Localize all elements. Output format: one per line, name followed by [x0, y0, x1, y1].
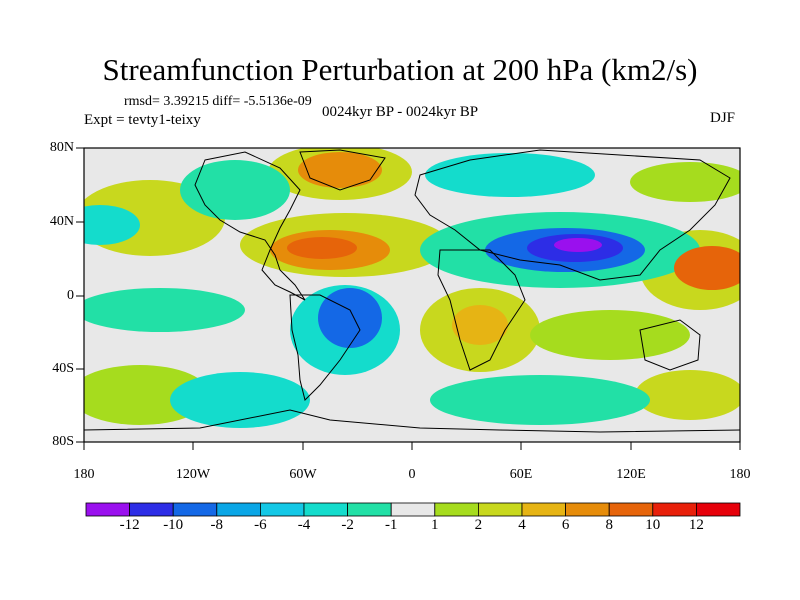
period-label: 0024kyr BP - 0024kyr BP — [322, 104, 479, 120]
colorbar-tick-label: -8 — [210, 517, 224, 533]
negative-core-south-atlantic — [318, 288, 382, 348]
colorbar-tick-label: 4 — [518, 517, 526, 533]
lon-label-180w: 180 — [73, 467, 95, 482]
positive-core-africa — [452, 305, 508, 345]
coastline-greenland — [299, 149, 386, 191]
negative-region-southern-ocean — [430, 375, 650, 425]
coastline-north-america — [194, 151, 306, 301]
colorbar-swatch — [521, 502, 566, 517]
colorbar-tick-label: 2 — [474, 517, 483, 533]
positive-region-south-indian — [530, 310, 690, 360]
positive-core-west-pacific — [674, 246, 740, 290]
lon-label-60e: 60E — [509, 467, 533, 482]
colorbar-tick-label: -10 — [163, 517, 184, 533]
positive-core-atlantic-inner — [287, 237, 357, 259]
colorbar-swatch — [696, 502, 741, 517]
colorbar-tick-label: 10 — [645, 517, 661, 533]
lat-label-80n: 80N — [49, 140, 74, 155]
negative-region-north-america — [180, 160, 290, 220]
negative-core-eurasia-peak — [554, 238, 602, 252]
lon-label-120w: 120W — [175, 467, 211, 482]
colorbar-swatch — [129, 502, 174, 517]
colorbar-tick-label: 8 — [605, 517, 613, 533]
lat-label-0: 0 — [67, 288, 74, 303]
colorbar-swatch — [565, 502, 610, 517]
lon-label-60w: 60W — [289, 467, 317, 482]
negative-region-north-pacific-west — [84, 205, 140, 245]
colorbar-swatch — [259, 502, 305, 517]
positive-region-australia-south — [635, 370, 740, 420]
colorbar-tick-label: -6 — [254, 517, 267, 533]
negative-region-south-pacific — [170, 372, 310, 428]
colorbar-tick-label: 1 — [431, 517, 439, 533]
lon-label-0: 0 — [408, 467, 416, 482]
colorbar-swatch — [303, 502, 348, 517]
colorbar-swatch — [216, 502, 261, 517]
lon-label-180e: 180 — [729, 467, 751, 482]
colorbar-swatch — [477, 502, 523, 517]
rmsd-diff-stats: rmsd= 3.39215 diff= -5.5136e-09 — [124, 94, 312, 109]
colorbar-swatch — [652, 502, 697, 517]
coastline-australia — [639, 319, 701, 371]
lon-label-120e: 120E — [616, 467, 646, 482]
negative-region-east-pacific-tropics — [84, 288, 245, 332]
colorbar-tick-label: -12 — [119, 517, 140, 533]
coastline-antarctica — [84, 409, 740, 433]
lat-label-80s: 80S — [52, 434, 74, 449]
colorbar-tick-label: -2 — [341, 517, 354, 533]
colorbar-swatch — [390, 502, 436, 517]
contour-fields — [84, 148, 740, 428]
lat-label-40n: 40N — [49, 214, 74, 229]
coastline-africa — [437, 249, 526, 371]
colorbar-swatch — [172, 502, 218, 517]
lat-ticks — [76, 147, 84, 443]
coastlines — [84, 149, 740, 433]
colorbar — [85, 502, 741, 517]
colorbar-tick-label: 6 — [561, 517, 570, 533]
coastline-south-america — [289, 294, 361, 401]
colorbar-swatch — [85, 502, 130, 517]
figure-title: Streamfunction Perturbation at 200 hPa (… — [102, 52, 698, 87]
colorbar-tick-label: -1 — [384, 517, 398, 533]
experiment-label: Expt = tevty1-teixy — [84, 112, 201, 128]
positive-region-arctic-asia — [630, 162, 740, 202]
colorbar-swatch — [347, 502, 392, 517]
positive-core-greenland — [298, 152, 382, 188]
colorbar-swatch — [434, 502, 479, 517]
colorbar-swatch — [608, 502, 654, 517]
season-label: DJF — [710, 110, 736, 126]
colorbar-tick-label: 12 — [688, 517, 704, 533]
coastline-europe-asia — [414, 149, 731, 281]
negative-region-north-europe — [425, 153, 595, 197]
colorbar-tick-label: -4 — [297, 517, 311, 533]
lat-label-40s: 40S — [52, 361, 74, 376]
lon-ticks — [83, 442, 741, 450]
